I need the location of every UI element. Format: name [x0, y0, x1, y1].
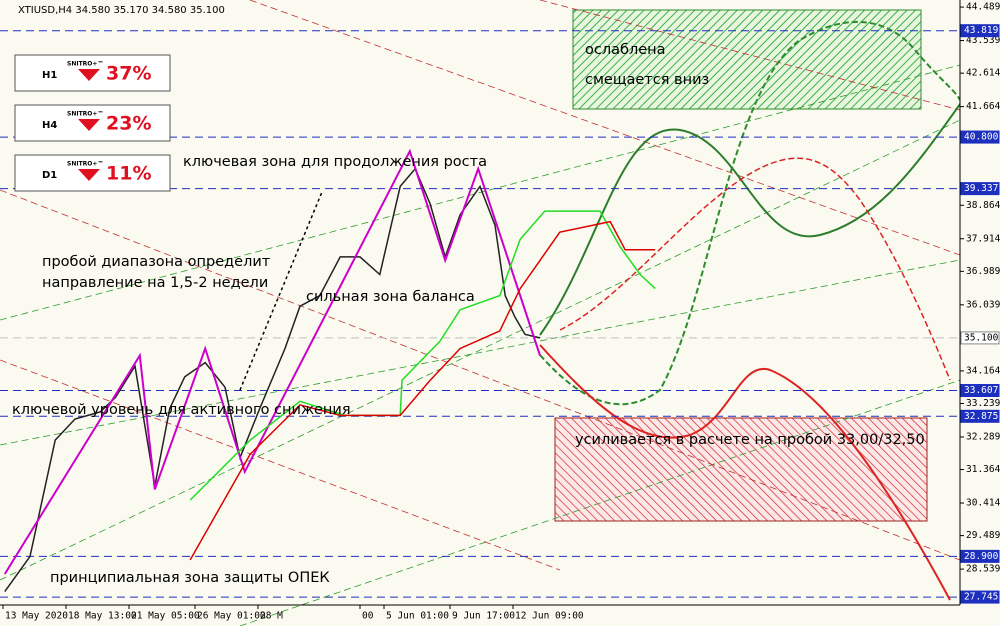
y-tick-label: 43.539 [966, 35, 1000, 46]
level-label: 32.875 [964, 411, 998, 422]
level-box [960, 590, 1000, 604]
y-tick-label: 42.614 [966, 68, 1000, 79]
forecast-curve [539, 99, 964, 336]
y-tick-label: 30.414 [966, 498, 1000, 509]
price-line [3, 148, 541, 575]
panel-brand: SNITRO+™ [67, 161, 103, 168]
channel [0, 0, 961, 571]
level-box [960, 130, 1000, 144]
panel-arrow [78, 119, 100, 131]
zone-box [554, 417, 928, 522]
x-tick-label: 00 [362, 611, 374, 622]
y-tick-label: 34.164 [966, 365, 1000, 376]
x-tick-label: 21 May 05:00 [131, 611, 200, 622]
level-label: 27.745 [964, 592, 998, 603]
y-tick-label: 32.289 [966, 431, 1000, 442]
annotation: пробой диапазона определит [42, 254, 271, 270]
x-tick-label: 18 May 13:00 [68, 611, 137, 622]
y-tick-label: 29.489 [966, 530, 1000, 541]
level-box [960, 24, 1000, 38]
price-line [4, 167, 541, 593]
level-label: 28.900 [964, 551, 999, 562]
x-tick-label: 26 May 01:00 [197, 611, 266, 622]
annotation: ключевая зона для продолжения роста [183, 154, 487, 170]
price-line [189, 220, 656, 561]
zone-box [572, 9, 922, 110]
panel-timeframe: H4 [42, 120, 57, 131]
x-tick-label: 28 M [260, 611, 283, 622]
x-tick-label: 5 Jun 01:00 [386, 611, 449, 622]
panel-brand: SNITRO+™ [67, 111, 103, 118]
annotation: принципиальная зона защиты ОПЕК [50, 570, 330, 586]
y-tick-label: 33.239 [966, 398, 1000, 409]
annotation: ключевой уровень для активного снижения [12, 402, 351, 418]
y-tick-label: 36.039 [966, 299, 1000, 310]
x-tick-label: 13 May 2020 [5, 611, 68, 622]
annotation: ослаблена [585, 42, 666, 58]
panel-timeframe: D1 [42, 170, 57, 181]
price-line [189, 210, 656, 501]
level-label: 33.607 [964, 385, 998, 396]
annotation: смещается вниз [585, 72, 709, 88]
y-tick-label: 38.864 [966, 200, 1000, 211]
y-tick-label: 36.989 [966, 266, 1000, 277]
annotation: сильная зона баланса [306, 289, 475, 305]
panel-brand: SNITRO+™ [67, 61, 103, 68]
level-box [960, 384, 1000, 398]
panel-value: 23% [106, 113, 151, 135]
y-tick-label: 28.539 [966, 564, 1000, 575]
level-box [960, 182, 1000, 196]
y-tick-label: 44.489 [966, 2, 1000, 13]
level-box [960, 409, 1000, 423]
channel [0, 64, 961, 626]
axis-bg [960, 0, 1000, 626]
level-label: 40.800 [964, 132, 999, 143]
x-tick-label: 12 Jun 09:00 [515, 611, 584, 622]
panel-timeframe: H1 [42, 70, 57, 81]
forecast-curve [539, 20, 961, 406]
y-tick-label: 37.914 [966, 233, 1000, 244]
chart-title: XTIUSD,H4 34.580 35.170 34.580 35.100 [18, 5, 225, 16]
annotation: усиливается в расчете на пробой 33,00/32… [575, 432, 925, 448]
y-tick-label: 41.664 [966, 101, 1000, 112]
level-box [960, 549, 1000, 563]
annotation: направление на 1,5-2 недели [42, 275, 268, 291]
level-box [960, 331, 1000, 345]
level-label: 35.100 [964, 332, 999, 343]
panel-arrow [78, 169, 100, 181]
y-tick-label: 31.364 [966, 464, 1000, 475]
x-tick-label: 9 Jun 17:00 [452, 611, 515, 622]
panel-arrow [78, 69, 100, 81]
forecast-curve [559, 157, 951, 381]
level-label: 39.337 [964, 183, 998, 194]
panel-value: 37% [106, 63, 151, 85]
level-label: 43.819 [964, 25, 999, 36]
panel-value: 11% [106, 163, 151, 185]
